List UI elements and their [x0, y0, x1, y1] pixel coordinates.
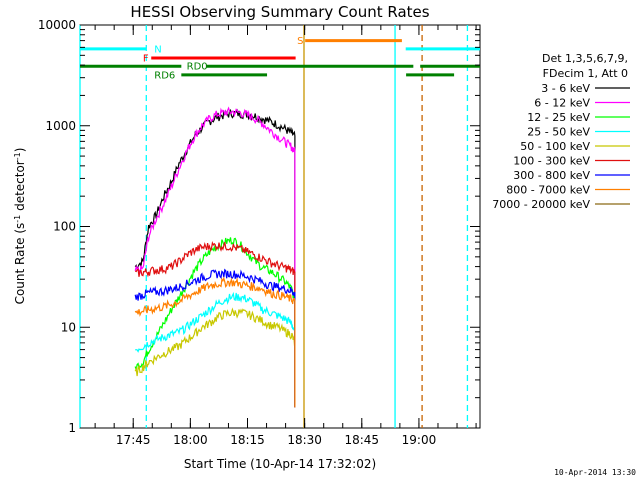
- legend-label-8: 7000 - 20000 keV: [492, 198, 590, 211]
- y-tick-label-3: 1000: [45, 119, 76, 133]
- flag-label-rd0: RD0: [187, 62, 208, 73]
- y-tick-label-4: 10000: [38, 18, 76, 32]
- series-line-5: [134, 241, 296, 408]
- y-axis-label-sup2: -1: [13, 152, 22, 160]
- footer-timestamp: 10-Apr-2014 13:30: [554, 468, 636, 477]
- flag-label-f: F: [143, 54, 149, 65]
- chart-title: HESSI Observing Summary Count Rates: [130, 3, 429, 21]
- legend-label-4: 50 - 100 keV: [520, 140, 590, 153]
- legend-label-7: 800 - 7000 keV: [506, 184, 590, 197]
- y-tick-label-0: 1: [68, 421, 76, 435]
- y-tick-label-2: 100: [53, 220, 76, 234]
- legend-label-1: 6 - 12 keV: [534, 97, 590, 110]
- y-axis-label-mid: detector: [13, 160, 27, 215]
- event-vertical-lines: [79, 25, 469, 428]
- series-lines: [134, 106, 296, 408]
- series-line-3: [135, 291, 296, 408]
- legend-label-3: 25 - 50 keV: [527, 126, 590, 139]
- y-axis-label-main: Count Rate (s: [13, 223, 27, 305]
- legend-label-0: 3 - 6 keV: [541, 82, 590, 95]
- x-tick-label-5: 19:00: [402, 433, 437, 447]
- y-axis-label-sup1: -1: [13, 215, 22, 223]
- series-line-0: [134, 108, 296, 408]
- y-axis-label: Count Rate (s-1 detector-1): [13, 148, 28, 305]
- legend: Det 1,3,5,6,7,9, FDecim 1, Att 0 3 - 6 k…: [492, 52, 630, 211]
- x-tick-label-2: 18:15: [230, 433, 265, 447]
- flag-label-rd6: RD6: [154, 70, 175, 81]
- x-tick-label-1: 18:00: [173, 433, 208, 447]
- legend-header-line-1: Det 1,3,5,6,7,9,: [542, 52, 628, 65]
- x-axis-label: Start Time (10-Apr-14 17:32:02): [184, 457, 376, 471]
- legend-label-2: 12 - 25 keV: [527, 111, 590, 124]
- series-line-1: [134, 106, 296, 408]
- observing-flag-bars: NF S RD0 RD6: [80, 36, 480, 81]
- y-axis-label-end: ): [13, 148, 27, 153]
- series-line-7: [134, 276, 296, 408]
- x-tick-label-4: 18:45: [344, 433, 379, 447]
- x-tick-label-0: 17:45: [116, 433, 151, 447]
- y-tick-label-1: 10: [61, 320, 76, 334]
- legend-label-5: 100 - 300 keV: [513, 155, 590, 168]
- legend-header-line-2: FDecim 1, Att 0: [543, 67, 628, 80]
- y-axis: 1 10 100 1000 10000: [38, 18, 480, 435]
- x-tick-label-3: 18:30: [287, 433, 322, 447]
- legend-label-6: 300 - 800 keV: [513, 169, 590, 182]
- series-line-6: [134, 268, 296, 408]
- series-line-4: [134, 307, 296, 408]
- flag-label-s: S: [297, 36, 303, 47]
- flag-label-n: N: [154, 44, 161, 55]
- x-axis: 17:45 18:00 18:15 18:30 18:45 19:00: [94, 25, 477, 447]
